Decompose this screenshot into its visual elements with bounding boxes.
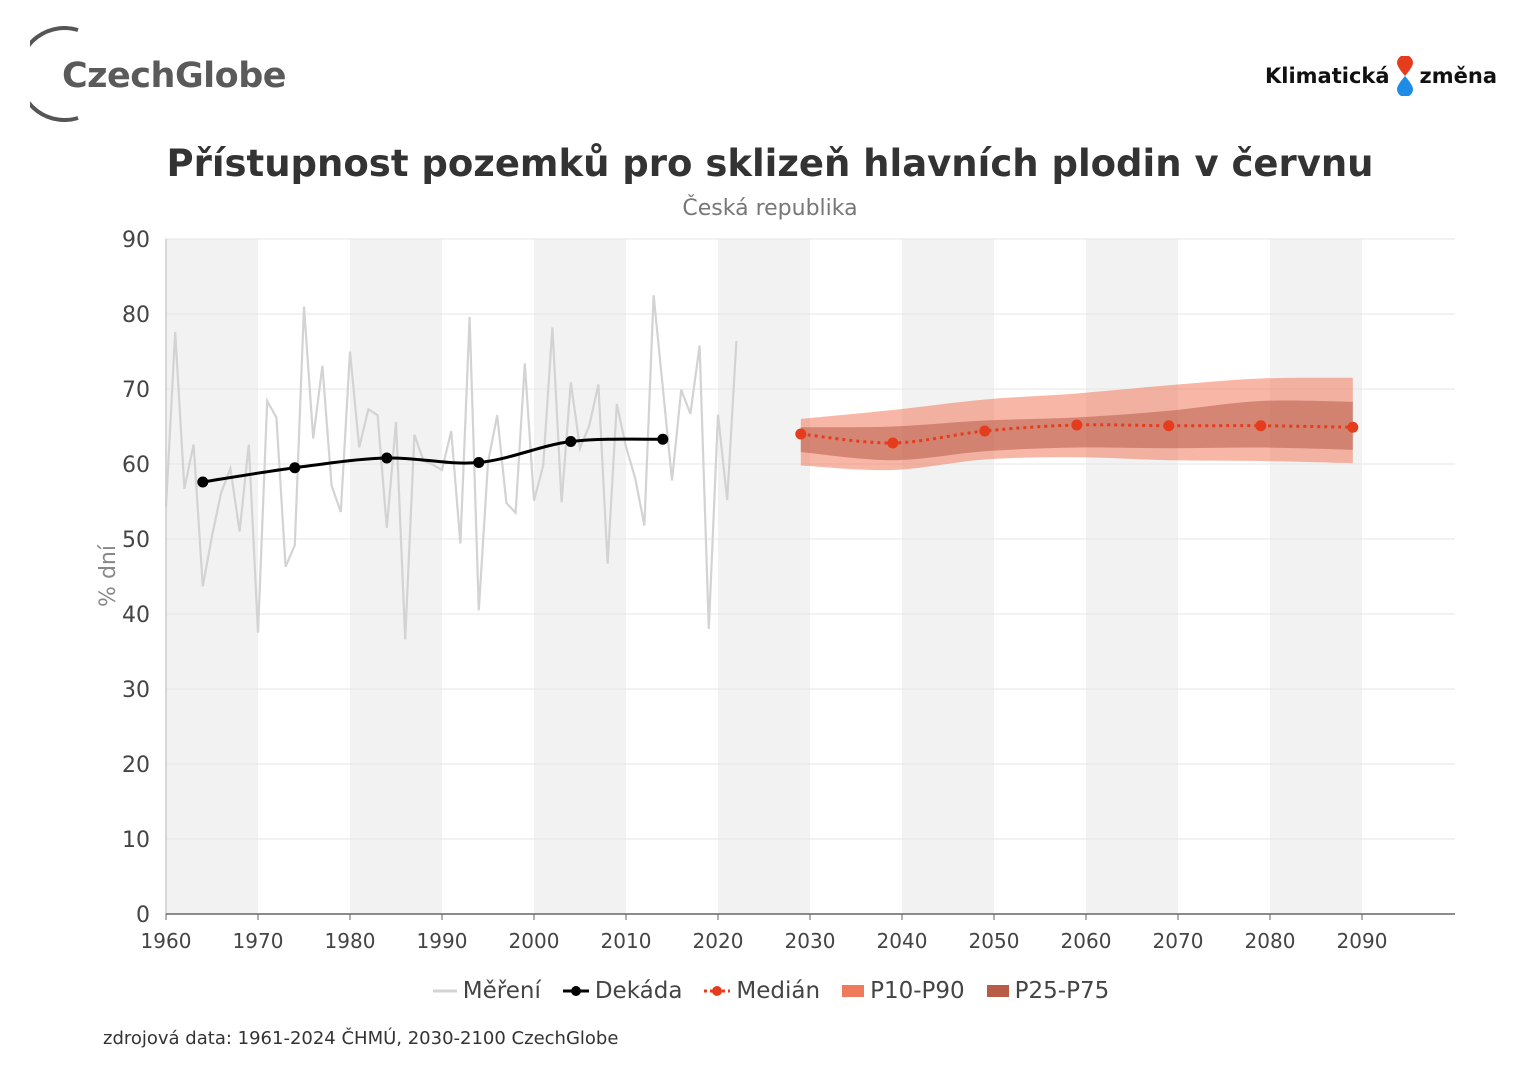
legend-label-median: Medián [736,978,821,1004]
source-note: zdrojová data: 1961-2024 ČHMÚ, 2030-2100… [103,1028,619,1049]
legend-item-p25-p75: P25-P75 [985,978,1110,1004]
czechglobe-arc-icon [30,26,79,122]
legend-item-dekada: Dekáda [561,978,683,1004]
klimaticka-zmena-logo: Klimatická změna [1265,56,1497,96]
logo-word-2: změna [1419,64,1497,88]
czechglobe-logo-text: CzechGlobe [62,56,287,96]
point-median-2040 [887,437,899,449]
legend-swatch-p10-p90 [842,985,865,997]
series-line-dekada [202,437,663,484]
chart-legend: Měření Dekáda Medián P10-P90 P25-P75 [0,978,1527,1004]
x-tick-label-1960: 1960 [141,929,192,953]
drops-icon [1396,56,1413,96]
decade-band-2000 [534,239,626,914]
y-tick-label-70: 70 [122,378,150,403]
y-tick-label-80: 80 [122,303,150,328]
point-median-2030 [795,428,807,440]
point-median-2050 [979,425,991,437]
x-tick-label-2030: 2030 [785,929,836,953]
point-dekada-2015 [657,433,669,445]
decade-bands [166,239,1362,914]
x-tick-label-2060: 2060 [1061,929,1112,953]
point-dekada-1985 [381,452,393,464]
logo-word-1: Klimatická [1264,64,1390,88]
y-axis-label: % dní [96,544,121,607]
x-tick-label-2070: 2070 [1153,929,1204,953]
y-tick-label-60: 60 [122,453,150,478]
chart-subtitle: Česká republika [682,196,858,221]
x-tick-label-2010: 2010 [601,929,652,953]
point-dekada-1975 [289,462,301,474]
point-median-2070 [1163,420,1175,432]
y-tick-label-30: 30 [122,678,150,703]
legend-line-mereni [432,989,457,993]
y-tick-label-10: 10 [122,828,150,853]
legend-item-median: Medián [702,978,820,1004]
decade-band-1980 [350,239,442,914]
point-dekada-2005 [565,436,577,447]
legend-item-p10-p90: P10-P90 [840,978,965,1004]
x-tick-label-1970: 1970 [233,929,284,953]
decade-band-1960 [166,239,258,914]
x-tick-label-2050: 2050 [969,929,1020,953]
decade-band-2080 [1270,239,1362,914]
y-tick-label-90: 90 [122,228,150,253]
x-tick-label-2020: 2020 [693,929,744,953]
x-tick-label-1990: 1990 [417,929,468,953]
y-tick-label-20: 20 [122,753,150,778]
legend-item-mereni: Měření [431,978,541,1004]
point-median-2080 [1255,420,1267,432]
decade-band-2020 [718,239,810,914]
y-tick-label-0: 0 [136,903,150,928]
y-tick-label-40: 40 [122,603,150,628]
point-dekada-1965 [197,476,209,488]
legend-label-mereni: Měření [462,978,541,1004]
legend-line-dekada [562,986,589,996]
x-tick-label-2000: 2000 [509,929,560,953]
point-median-2060 [1071,419,1083,431]
x-tick-label-1980: 1980 [325,929,376,953]
chart-title: Přístupnost pozemků pro sklizeň hlavních… [166,142,1374,185]
legend-line-median [704,986,731,996]
y-tick-label-50: 50 [122,528,150,553]
x-tick-label-2040: 2040 [877,929,928,953]
czechglobe-logo: CzechGlobe [30,26,290,122]
decade-band-2040 [902,239,994,914]
series-line-mereni [164,295,738,640]
point-median-2090 [1347,421,1359,433]
legend-label-dekada: Dekáda [594,978,683,1004]
data-series [164,295,1359,640]
legend-label-p10-p90: P10-P90 [870,978,965,1004]
legend-swatch-p25-p75 [986,985,1009,997]
x-tick-label-2090: 2090 [1337,929,1388,953]
point-dekada-1995 [473,457,485,468]
x-tick-label-2080: 2080 [1245,929,1296,953]
decade-band-2060 [1086,239,1178,914]
legend-label-p25-p75: P25-P75 [1014,978,1110,1004]
